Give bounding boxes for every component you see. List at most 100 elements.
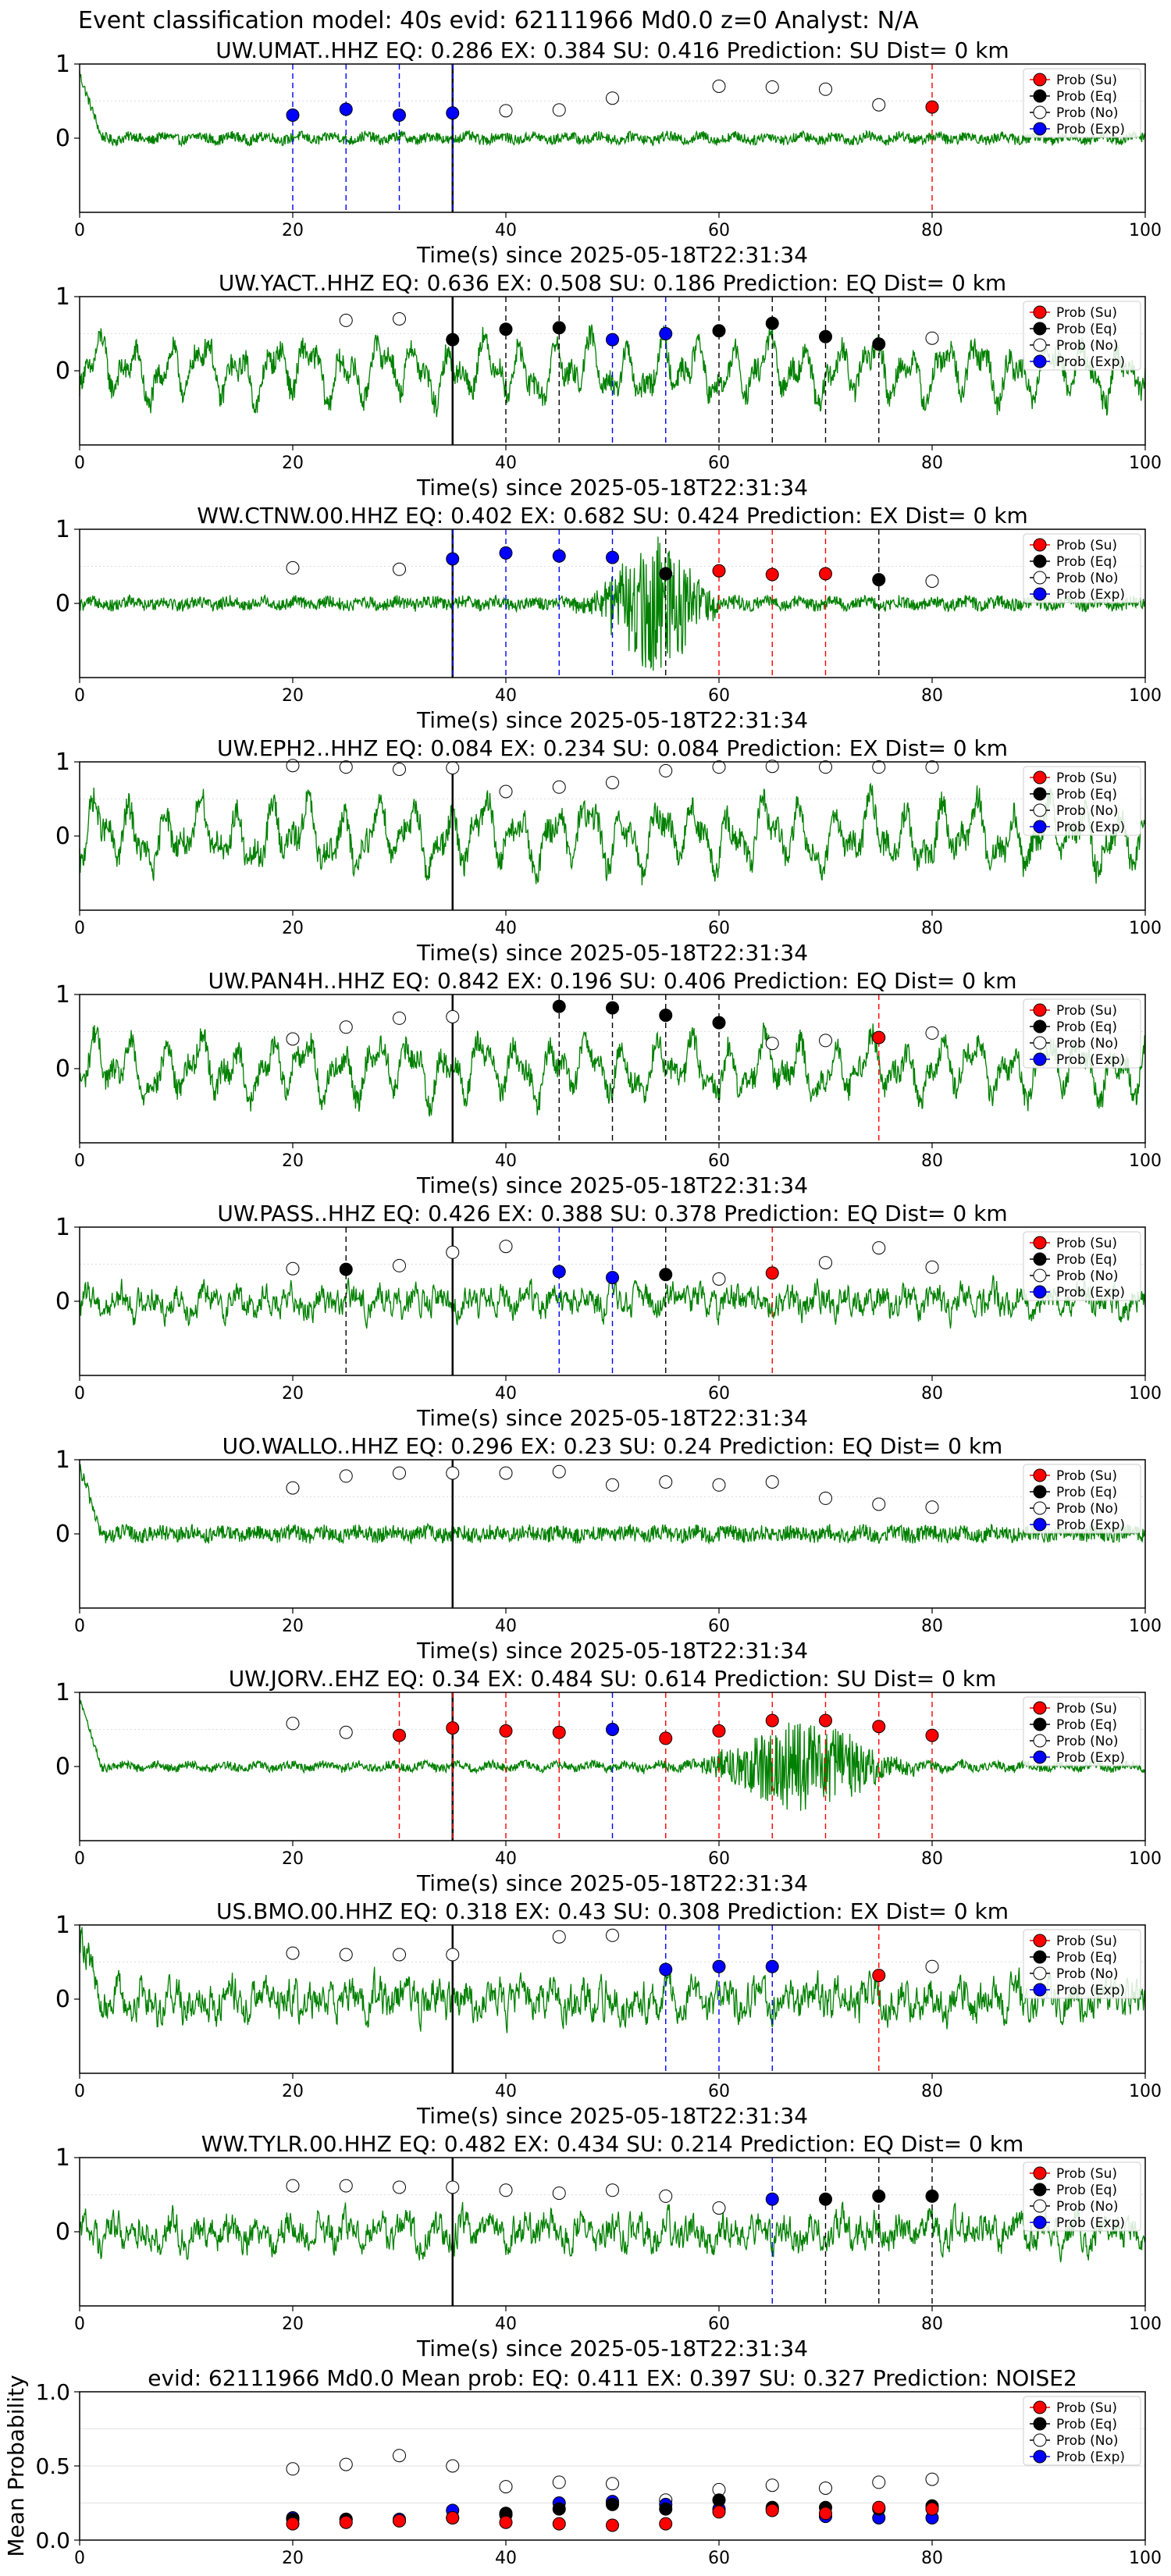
window-marker-eq <box>659 1009 673 1023</box>
y-tick-label: 1 <box>55 1446 70 1474</box>
panel-title: UO.WALLO..HHZ EQ: 0.296 EX: 0.23 SU: 0.2… <box>222 1433 1003 1459</box>
legend-marker-exp <box>1033 354 1047 368</box>
window-marker-no <box>286 1717 300 1731</box>
station-panel: 0 20 40 60 80 100 1 0 WW.TYLR.00.HHZ EQ: 0.482 E… <box>55 2131 1162 2361</box>
legend-marker-no <box>1033 338 1047 352</box>
legend-label-no: Prob (No) <box>1056 2199 1119 2215</box>
legend-label-exp: Prob (Exp) <box>1056 2450 1125 2465</box>
x-tick-label: 40 <box>495 454 517 473</box>
window-marker-exp <box>659 327 673 340</box>
window-marker-exp <box>446 552 460 566</box>
panel-title: UW.JORV..EHZ EQ: 0.34 EX: 0.484 SU: 0.61… <box>229 1666 997 1692</box>
station-panel: 0 20 40 60 80 100 1 0 UW.EPH2..HHZ EQ: 0.084 EX:… <box>55 735 1162 966</box>
window-marker-su <box>393 1728 406 1742</box>
x-axis-label: Time(s) since 2025-05-18T22:31:34 <box>416 1638 808 1663</box>
mean-marker-no <box>286 2462 300 2476</box>
window-marker-no <box>765 760 779 774</box>
x-tick-label: 20 <box>282 686 304 706</box>
x-tick-label: 60 <box>708 1151 730 1171</box>
y-tick-label: 0 <box>55 590 70 617</box>
waveform-trace <box>79 1699 1146 1811</box>
window-marker-su <box>712 1724 726 1738</box>
mean-marker-no <box>872 2475 886 2489</box>
window-marker-no <box>446 1948 460 1962</box>
legend-label-eq: Prob (Eq) <box>1056 322 1117 337</box>
mean-marker-su <box>659 2517 673 2531</box>
legend-label-no: Prob (No) <box>1056 1501 1119 1517</box>
mean-marker-su <box>552 2517 566 2531</box>
x-tick-label: 0 <box>74 2082 85 2101</box>
legend-marker-eq <box>1033 787 1047 801</box>
legend-label-su: Prob (Su) <box>1056 73 1117 88</box>
window-marker-no <box>606 1478 619 1492</box>
window-marker-no <box>606 2183 619 2197</box>
window-marker-exp <box>552 549 566 563</box>
y-tick-label: 1 <box>55 516 70 543</box>
window-marker-no <box>765 1037 779 1051</box>
legend-marker-eq <box>1033 1950 1047 1964</box>
legend-marker-eq <box>1033 1717 1047 1731</box>
mean-marker-no <box>499 2480 513 2494</box>
waveform-trace <box>79 782 1146 886</box>
window-marker-no <box>393 1466 406 1480</box>
window-marker-eq <box>339 1262 353 1276</box>
window-marker-no <box>446 1245 460 1259</box>
window-marker-eq <box>872 337 886 351</box>
window-marker-no <box>712 80 726 93</box>
x-tick-label: 20 <box>282 2314 304 2334</box>
x-tick-label: 60 <box>708 2549 730 2568</box>
window-marker-su <box>765 1713 779 1727</box>
legend-label-eq: Prob (Eq) <box>1056 89 1117 105</box>
legend-label-su: Prob (Su) <box>1056 305 1117 321</box>
mean-marker-su <box>712 2505 726 2519</box>
window-marker-su <box>872 1969 886 1983</box>
panel-title: UW.EPH2..HHZ EQ: 0.084 EX: 0.234 SU: 0.0… <box>217 735 1008 761</box>
legend-label-exp: Prob (Exp) <box>1056 587 1125 603</box>
window-marker-no <box>393 1948 406 1962</box>
window-marker-su <box>925 100 939 114</box>
x-tick-label: 20 <box>282 221 304 240</box>
legend-marker-su <box>1033 2166 1047 2180</box>
legend-marker-eq <box>1033 89 1047 103</box>
mean-marker-su <box>819 2507 832 2521</box>
legend-box <box>1023 1464 1141 1534</box>
window-marker-no <box>499 2183 513 2197</box>
x-tick-label: 100 <box>1129 1849 1162 1869</box>
x-tick-label: 40 <box>495 2549 517 2568</box>
window-marker-eq <box>446 333 460 347</box>
window-marker-no <box>339 1020 353 1034</box>
x-tick-label: 80 <box>921 2082 943 2101</box>
window-marker-exp <box>712 1959 726 1973</box>
window-marker-no <box>712 2201 726 2215</box>
window-marker-su <box>925 1728 939 1742</box>
window-marker-no <box>499 1466 513 1480</box>
window-marker-no <box>286 759 300 773</box>
mean-marker-su <box>286 2517 300 2531</box>
window-marker-no <box>606 776 619 790</box>
mean-marker-eq <box>659 2502 673 2516</box>
legend-label-su: Prob (Su) <box>1056 770 1117 786</box>
x-tick-label: 20 <box>282 1617 304 1636</box>
window-marker-no <box>606 91 619 105</box>
window-marker-no <box>819 760 832 774</box>
window-marker-su <box>765 568 779 582</box>
x-tick-label: 40 <box>495 919 517 938</box>
legend-label-su: Prob (Su) <box>1056 1934 1117 1949</box>
legend-label-exp: Prob (Exp) <box>1056 1983 1125 1998</box>
window-marker-no <box>286 1481 300 1495</box>
window-marker-no <box>339 1948 353 1962</box>
window-marker-no <box>393 1258 406 1272</box>
x-tick-label: 40 <box>495 2314 517 2334</box>
window-marker-eq <box>925 2189 939 2203</box>
station-panel: 0 20 40 60 80 100 1 0 UW.PASS..HHZ EQ: 0.426 EX:… <box>55 1201 1162 1431</box>
x-tick-label: 80 <box>921 1849 943 1869</box>
station-panel: 0 20 40 60 80 100 1 0 UW.PAN4H..HHZ EQ: 0.842 EX… <box>55 968 1162 1198</box>
window-marker-no <box>393 2180 406 2194</box>
mean-marker-su <box>765 2503 779 2517</box>
x-tick-label: 0 <box>74 1849 85 1869</box>
legend-label-no: Prob (No) <box>1056 1734 1119 1749</box>
y-tick-label: 0 <box>55 358 70 385</box>
y-tick-label: 0.0 <box>35 2528 70 2553</box>
mean-marker-no <box>446 2459 460 2473</box>
x-tick-label: 80 <box>921 1617 943 1636</box>
